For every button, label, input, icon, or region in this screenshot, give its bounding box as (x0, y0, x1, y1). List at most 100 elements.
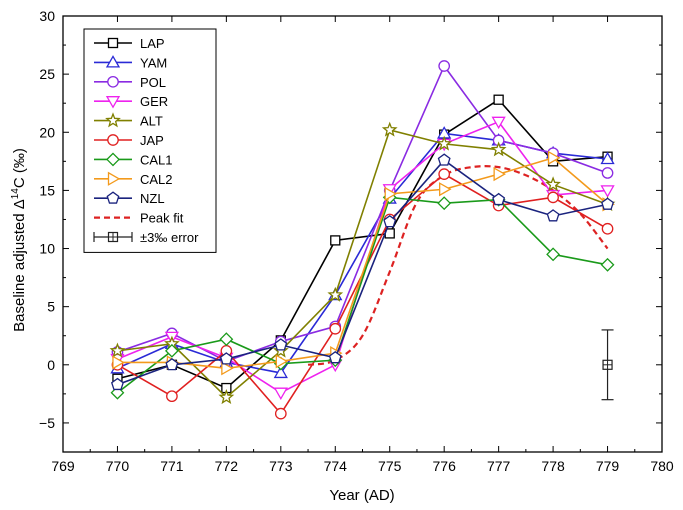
legend-entry-nzl: NZL (94, 191, 165, 206)
legend-marker (107, 134, 119, 146)
data-point-alt (545, 176, 561, 192)
legend-entry-ger: GER (94, 94, 168, 109)
y-axis-title-prefix: Baseline adjusted Δ (11, 199, 28, 332)
peak-fit-group (307, 165, 609, 366)
data-point-cal1 (219, 332, 234, 347)
data-point-jap (547, 191, 559, 204)
data-point-cal2 (384, 186, 398, 202)
data-point-jap (274, 407, 287, 420)
x-axis-title: Year (AD) (329, 487, 394, 504)
data-point-cal2 (547, 150, 561, 165)
legend-marker (105, 112, 121, 128)
data-point-nzl (437, 153, 451, 166)
data-point-alt (381, 121, 398, 137)
legend-marker (107, 75, 119, 88)
legend-label: ALT (140, 114, 163, 129)
data-point-cal2 (493, 166, 506, 182)
legend-label: CAL2 (140, 172, 173, 187)
axis-ticks: 769 770 771 772 773 774 775 776 777 778 779 780 −5 0 5… (39, 8, 674, 474)
data-point-alt (327, 286, 344, 302)
data-point-cal1 (437, 196, 452, 211)
y-tick-label: 20 (39, 124, 55, 140)
x-tick-label: 778 (541, 458, 565, 474)
data-point-jap (438, 168, 451, 180)
y-tick-label: 0 (47, 357, 55, 373)
legend-entry-pol: POL (94, 75, 166, 90)
legend-label: JAP (140, 133, 164, 148)
legend-entry-alt: ALT (94, 112, 163, 129)
y-tick-label: 10 (39, 241, 55, 257)
data-point-lap (493, 94, 504, 105)
data-point-nzl (110, 377, 124, 391)
data-point-cal2 (275, 354, 289, 369)
data-point-cal2 (221, 361, 234, 376)
series-line-cal2 (117, 156, 609, 370)
data-point-cal1 (546, 247, 561, 262)
legend-label: ±3‰ error (140, 230, 199, 245)
data-point-cal2 (439, 182, 452, 197)
peak-fit-line (307, 165, 609, 366)
data-point-nzl (274, 338, 288, 351)
legend-marker (106, 191, 120, 204)
data-point-cal1 (600, 257, 615, 272)
legend-marker (105, 96, 121, 109)
data-point-nzl (165, 357, 179, 371)
legend-marker (107, 37, 119, 49)
legend-label: NZL (140, 191, 165, 206)
data-point-pol (601, 167, 614, 179)
legend-entry-jap: JAP (94, 133, 164, 148)
data-point-jap (601, 222, 614, 235)
data-point-ger (600, 185, 615, 198)
legend-label: Peak fit (140, 211, 184, 226)
data-point-nzl (328, 351, 342, 364)
legend-marker (106, 152, 120, 167)
data-point-nzl (219, 352, 233, 365)
legend-label: GER (140, 94, 168, 109)
x-tick-label: 769 (51, 458, 75, 474)
legend-entry-cal1: CAL1 (94, 152, 173, 167)
y-tick-label: 25 (39, 66, 55, 82)
error-bar-group (601, 329, 614, 401)
data-point-nzl (492, 192, 506, 206)
data-point-ger (273, 387, 288, 401)
data-point-alt (436, 135, 453, 151)
x-tick-label: 776 (433, 458, 457, 474)
legend-entry-error: ±3‰ error (93, 230, 199, 245)
legend-marker (107, 171, 121, 186)
data-point-jap (166, 390, 178, 403)
legend-marker (105, 55, 121, 68)
x-tick-label: 771 (160, 458, 184, 474)
series-alt (109, 121, 616, 405)
series-line-nzl (117, 159, 608, 386)
series-line-lap (117, 98, 608, 389)
y-axis-title: Baseline adjusted Δ14C (‰) (10, 148, 28, 332)
data-point-cal2 (112, 355, 125, 370)
data-point-nzl (546, 209, 560, 222)
data-point-lap (330, 235, 341, 246)
data-point-pol (438, 60, 451, 72)
legend-entry-lap: LAP (94, 36, 165, 51)
data-point-alt (109, 342, 126, 358)
x-tick-label: 774 (324, 458, 348, 474)
x-tick-label: 773 (269, 458, 293, 474)
legend-entry-cal2: CAL2 (94, 171, 173, 187)
legend-label: POL (140, 75, 166, 90)
y-tick-label: 30 (39, 8, 55, 24)
y-axis-title-sup: 14 (10, 188, 21, 200)
x-tick-label: 780 (650, 458, 674, 474)
series-line-cal1 (116, 196, 608, 394)
x-tick-label: 777 (487, 458, 511, 474)
y-axis-title-suffix: C (‰) (11, 148, 28, 188)
x-tick-label: 779 (596, 458, 620, 474)
legend-label: YAM (140, 55, 167, 70)
y-tick-label: 15 (39, 182, 55, 198)
x-tick-label: 770 (106, 458, 130, 474)
data-point-yam (273, 365, 288, 379)
legend-entry-yam: YAM (94, 55, 167, 70)
data-point-yam (600, 151, 615, 165)
series-nzl (110, 153, 615, 391)
data-point-nzl (383, 214, 397, 228)
legend-label: LAP (140, 36, 165, 51)
data-point-ger (491, 116, 506, 130)
